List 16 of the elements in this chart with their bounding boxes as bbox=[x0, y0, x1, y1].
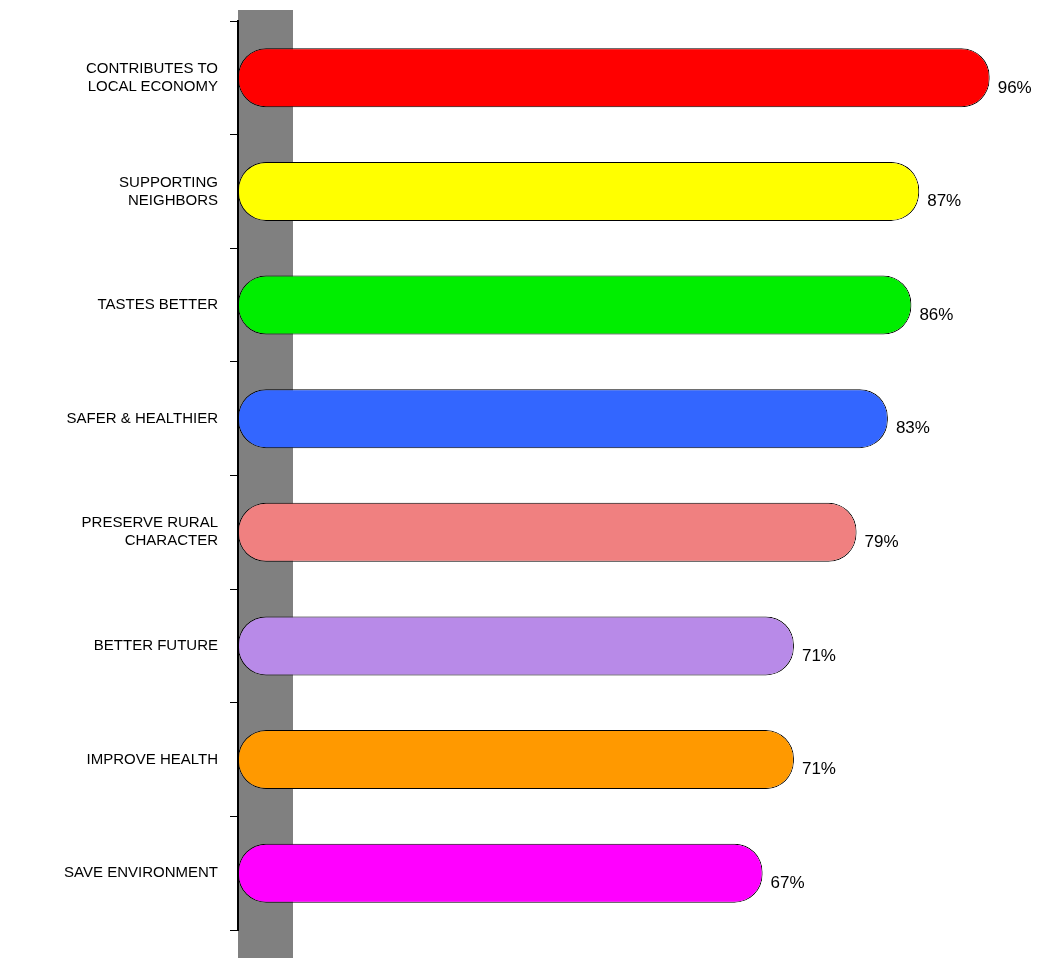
data-label: 96% bbox=[997, 77, 1032, 97]
y-tick-label: SUPPORTING NEIGHBORS bbox=[119, 172, 218, 208]
y-tick-label: PRESERVE RURAL CHARACTER bbox=[81, 513, 219, 549]
data-label: 67% bbox=[770, 872, 805, 892]
y-tick-label: TASTES BETTER bbox=[97, 295, 219, 313]
data-label: 71% bbox=[801, 759, 836, 779]
y-tick-label: SAVE ENVIRONMENT bbox=[64, 863, 218, 881]
y-tick-label: CONTRIBUTES TO LOCAL ECONOMY bbox=[86, 58, 218, 94]
y-tick-label: BETTER FUTURE bbox=[93, 636, 218, 654]
data-label: 83% bbox=[895, 418, 930, 438]
data-label: 79% bbox=[864, 532, 899, 551]
y-tick-label: SAFER & HEALTHIER bbox=[66, 408, 219, 426]
y-tick-label: IMPROVE HEALTH bbox=[86, 749, 218, 767]
data-label: 71% bbox=[801, 645, 836, 665]
data-label: 86% bbox=[919, 304, 954, 324]
data-label: 87% bbox=[927, 191, 962, 211]
